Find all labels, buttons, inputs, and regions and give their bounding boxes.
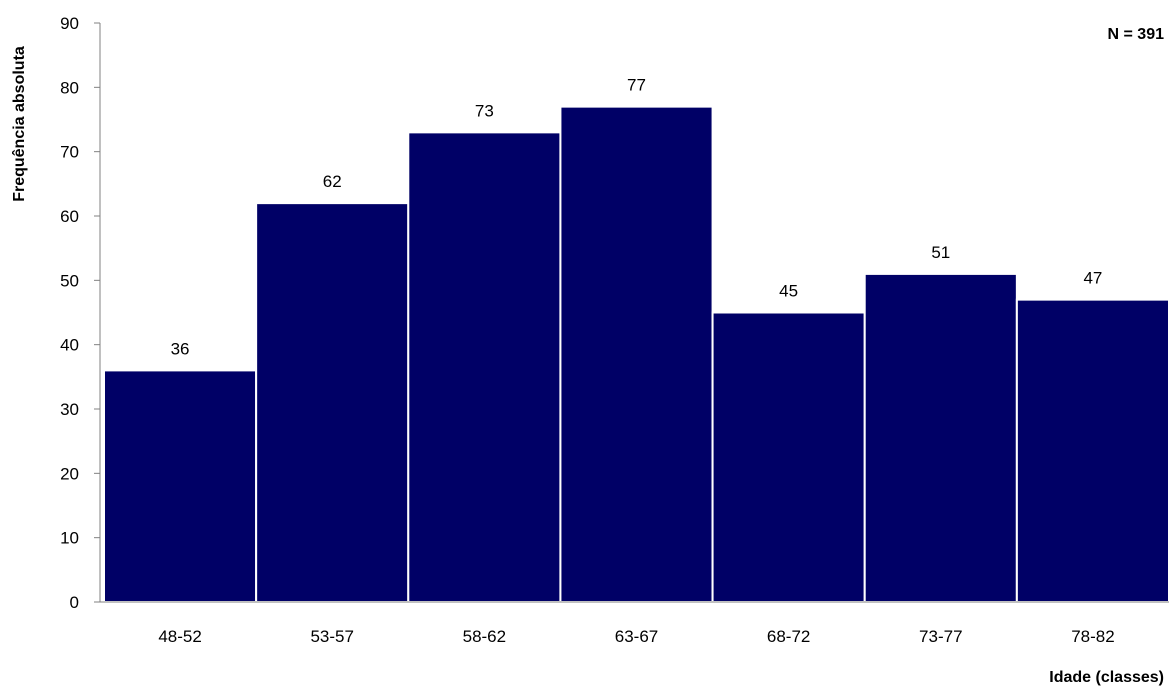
bar-53-57 — [255, 202, 410, 603]
axes-layer — [99, 23, 1169, 603]
bar-78-82 — [1015, 298, 1169, 603]
y-tick-label-50: 50 — [60, 271, 79, 290]
y-tick-label-90: 90 — [60, 14, 79, 33]
data-label-73-77: 51 — [931, 243, 950, 262]
y-tick-label-40: 40 — [60, 336, 79, 355]
x-tick-label-58-62: 58-62 — [463, 627, 506, 646]
y-tick-label-80: 80 — [60, 78, 79, 97]
y-axis-title: Frequência absoluta — [11, 46, 28, 202]
bars-layer — [103, 105, 1169, 603]
bar-48-52 — [103, 369, 258, 603]
data-label-68-72: 45 — [779, 282, 798, 301]
x-tick-label-48-52: 48-52 — [158, 627, 201, 646]
data-label-48-52: 36 — [171, 339, 190, 358]
y-tick-label-30: 30 — [60, 400, 79, 419]
x-ticks-layer: 48-52 53-57 58-62 63-67 68-72 73-77 78-82 — [158, 627, 1114, 646]
sample-size-annotation: N = 391 — [1108, 26, 1165, 43]
bar-63-67 — [559, 105, 714, 603]
x-tick-label-53-57: 53-57 — [310, 627, 353, 646]
y-tick-label-0: 0 — [70, 593, 79, 612]
y-tick-label-10: 10 — [60, 529, 79, 548]
y-ticks-layer: 0 10 20 30 40 50 60 70 80 90 — [60, 14, 100, 612]
bar-73-77 — [863, 272, 1018, 603]
x-axis-title: Idade (classes) — [1049, 669, 1164, 686]
bar-68-72 — [711, 311, 866, 603]
x-tick-label-63-67: 63-67 — [615, 627, 658, 646]
y-tick-label-70: 70 — [60, 143, 79, 162]
data-label-78-82: 47 — [1083, 269, 1102, 288]
x-tick-label-73-77: 73-77 — [919, 627, 962, 646]
x-tick-label-78-82: 78-82 — [1071, 627, 1114, 646]
bar-58-62 — [407, 131, 562, 603]
y-tick-label-60: 60 — [60, 207, 79, 226]
data-label-53-57: 62 — [323, 172, 342, 191]
data-label-63-67: 77 — [627, 76, 646, 95]
y-tick-label-20: 20 — [60, 464, 79, 483]
data-labels-layer: 36 62 73 77 45 51 47 — [171, 76, 1103, 359]
x-tick-label-68-72: 68-72 — [767, 627, 810, 646]
data-label-58-62: 73 — [475, 101, 494, 120]
